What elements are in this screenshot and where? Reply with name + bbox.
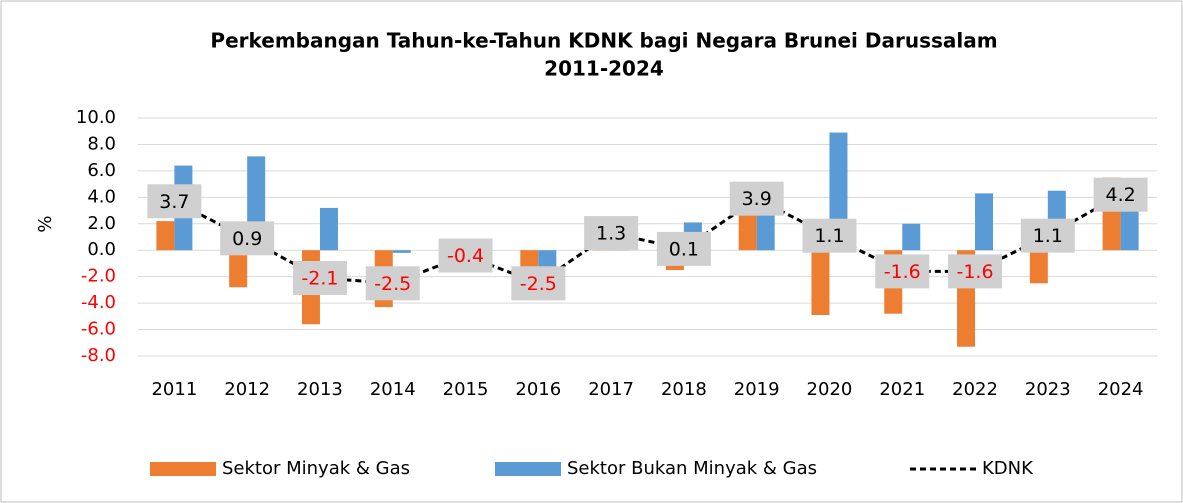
data-label-box	[292, 260, 347, 295]
data-label: -1.6	[884, 261, 921, 283]
data-label-box	[1020, 218, 1075, 253]
bar	[156, 221, 175, 251]
data-label-box	[802, 218, 857, 253]
bar	[975, 193, 994, 251]
legend-label: Sektor Minyak & Gas	[222, 458, 410, 479]
data-label: 1.1	[814, 225, 844, 247]
data-label: -2.1	[301, 267, 338, 289]
data-label: 0.1	[669, 238, 699, 260]
data-label-box	[147, 184, 202, 219]
y-tick-label: -2.0	[81, 266, 116, 287]
data-label: 3.7	[159, 191, 189, 213]
data-label: 3.9	[742, 188, 772, 210]
data-label: 4.2	[1105, 184, 1135, 206]
x-tick-label: 2023	[1025, 379, 1071, 400]
x-tick-label: 2021	[879, 379, 925, 400]
data-label-box	[1093, 177, 1148, 212]
x-tick-label: 2024	[1098, 379, 1144, 400]
bar	[811, 250, 830, 316]
y-tick-label: -4.0	[81, 292, 116, 313]
data-label: 1.3	[596, 223, 626, 245]
x-tick-label: 2020	[807, 379, 853, 400]
y-tick-label: 2.0	[87, 213, 116, 234]
data-label-box	[511, 266, 566, 301]
x-tick-label: 2015	[443, 379, 489, 400]
chart-title: Perkembangan Tahun-ke-Tahun KDNK bagi Ne…	[210, 29, 997, 53]
y-tick-label: 4.0	[87, 186, 116, 207]
x-tick-label: 2016	[515, 379, 561, 400]
x-tick-label: 2013	[297, 379, 343, 400]
data-label-box	[438, 238, 493, 273]
x-tick-label: 2019	[734, 379, 780, 400]
data-label-box	[875, 254, 930, 289]
y-tick-label: 0.0	[87, 239, 116, 260]
legend-label: Sektor Bukan Minyak & Gas	[567, 458, 817, 479]
y-tick-label: -6.0	[81, 319, 116, 340]
bar	[738, 213, 757, 251]
data-label: -2.5	[374, 273, 411, 295]
y-tick-label: 6.0	[87, 160, 116, 181]
bar	[1120, 209, 1139, 251]
x-tick-label: 2022	[952, 379, 998, 400]
data-label-box	[584, 216, 639, 251]
legend-swatch	[495, 462, 561, 476]
bar	[229, 250, 248, 288]
y-axis-label: %	[35, 215, 56, 232]
legend-label: KDNK	[982, 458, 1034, 479]
bar	[392, 250, 411, 253]
data-label: 1.1	[1033, 225, 1063, 247]
data-label-box	[365, 266, 420, 301]
bar	[1029, 250, 1048, 284]
data-label-box	[948, 254, 1003, 289]
data-label: -1.6	[956, 261, 993, 283]
bar	[902, 223, 921, 251]
data-label: 0.9	[232, 228, 262, 250]
x-tick-label: 2014	[370, 379, 416, 400]
x-tick-label: 2018	[661, 379, 707, 400]
y-tick-label: 8.0	[87, 133, 116, 154]
bar	[319, 207, 338, 251]
y-tick-label: -8.0	[81, 345, 116, 366]
data-label: -0.4	[447, 245, 484, 267]
y-tick-label: 10.0	[76, 107, 116, 128]
legend-swatch	[150, 462, 216, 476]
x-tick-label: 2011	[151, 379, 197, 400]
data-label-box	[220, 221, 275, 256]
data-label-box	[729, 181, 784, 216]
x-tick-label: 2012	[224, 379, 270, 400]
data-label: -2.5	[520, 273, 557, 295]
chart-title: 2011-2024	[544, 57, 664, 81]
data-label-box	[656, 231, 711, 266]
x-tick-label: 2017	[588, 379, 634, 400]
